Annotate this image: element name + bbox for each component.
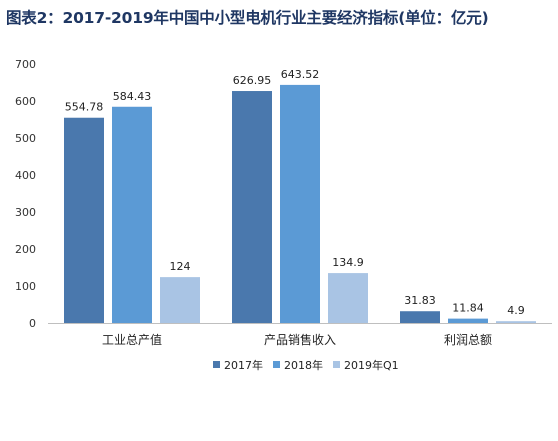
data-label: 31.83: [404, 294, 436, 307]
chart-title: 图表2：2017-2019年中国中小型电机行业主要经济指标(单位：亿元): [6, 9, 489, 27]
y-tick-label: 500: [15, 132, 36, 145]
y-tick-label: 200: [15, 243, 36, 256]
bar-1-2: [232, 91, 272, 323]
y-tick-label: 0: [29, 317, 36, 330]
legend-swatch: [213, 361, 220, 368]
legend-swatch: [273, 361, 280, 368]
bar-2-2: [280, 84, 320, 323]
legend-swatch: [333, 361, 340, 368]
data-label: 554.78: [65, 101, 104, 114]
category-label: 工业总产值: [102, 332, 162, 347]
bar-1-3: [400, 311, 440, 323]
bar-3-1: [160, 277, 200, 323]
legend-label: 2019年Q1: [344, 358, 399, 372]
data-label: 124: [170, 260, 191, 273]
bar-2-3: [448, 318, 488, 323]
category-label: 利润总额: [444, 333, 492, 347]
y-tick-label: 400: [15, 169, 36, 182]
data-label: 584.43: [113, 90, 152, 103]
bar-3-2: [328, 273, 368, 323]
data-label: 134.9: [332, 256, 364, 269]
bar-1-1: [64, 117, 104, 323]
data-label: 4.9: [507, 304, 525, 317]
legend-label: 2017年: [224, 358, 263, 372]
bar-3-3: [496, 321, 536, 323]
y-tick-label: 600: [15, 95, 36, 108]
data-label: 11.84: [452, 302, 484, 315]
data-label: 626.95: [233, 74, 272, 87]
y-tick-label: 100: [15, 280, 36, 293]
bar-2-1: [112, 106, 152, 324]
data-label: 643.52: [281, 68, 320, 81]
legend-label: 2018年: [284, 358, 323, 372]
y-tick-label: 300: [15, 206, 36, 219]
category-label: 产品销售收入: [264, 332, 336, 347]
y-tick-label: 700: [15, 58, 36, 71]
